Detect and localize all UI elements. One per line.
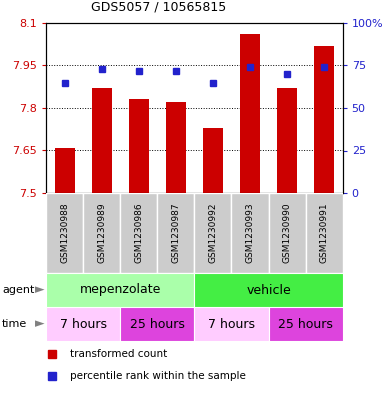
Bar bbox=[240, 34, 260, 193]
Text: GSM1230987: GSM1230987 bbox=[171, 203, 181, 263]
Bar bbox=[120, 193, 157, 273]
Text: GSM1230989: GSM1230989 bbox=[97, 203, 106, 263]
Text: GSM1230993: GSM1230993 bbox=[246, 203, 254, 263]
Text: time: time bbox=[2, 319, 27, 329]
Text: ►: ► bbox=[35, 318, 44, 331]
Text: vehicle: vehicle bbox=[246, 283, 291, 296]
Text: GSM1230992: GSM1230992 bbox=[208, 203, 218, 263]
Bar bbox=[46, 193, 83, 273]
Bar bbox=[277, 88, 297, 193]
Bar bbox=[129, 99, 149, 193]
Text: mepenzolate: mepenzolate bbox=[80, 283, 161, 296]
Bar bbox=[268, 193, 306, 273]
Text: 25 hours: 25 hours bbox=[278, 318, 333, 331]
Bar bbox=[55, 148, 75, 193]
Bar bbox=[46, 307, 120, 341]
Text: 25 hours: 25 hours bbox=[130, 318, 185, 331]
Text: agent: agent bbox=[2, 285, 34, 295]
Text: GSM1230988: GSM1230988 bbox=[60, 203, 69, 263]
Bar bbox=[166, 102, 186, 193]
Bar bbox=[314, 46, 334, 193]
Text: GSM1230986: GSM1230986 bbox=[134, 203, 143, 263]
Bar bbox=[203, 128, 223, 193]
Text: 7 hours: 7 hours bbox=[60, 318, 107, 331]
Bar bbox=[268, 307, 343, 341]
Bar bbox=[120, 307, 194, 341]
Text: percentile rank within the sample: percentile rank within the sample bbox=[70, 371, 246, 381]
Bar bbox=[231, 193, 268, 273]
Bar bbox=[83, 193, 120, 273]
Text: GSM1230991: GSM1230991 bbox=[320, 203, 329, 263]
Bar bbox=[194, 307, 269, 341]
Text: GSM1230990: GSM1230990 bbox=[283, 203, 291, 263]
Text: transformed count: transformed count bbox=[70, 349, 167, 359]
Text: GDS5057 / 10565815: GDS5057 / 10565815 bbox=[91, 0, 226, 13]
Bar bbox=[194, 193, 231, 273]
Bar bbox=[92, 88, 112, 193]
Text: 7 hours: 7 hours bbox=[208, 318, 255, 331]
Bar bbox=[194, 273, 343, 307]
Text: ►: ► bbox=[35, 283, 44, 296]
Bar bbox=[306, 193, 343, 273]
Bar bbox=[157, 193, 194, 273]
Bar bbox=[46, 273, 194, 307]
